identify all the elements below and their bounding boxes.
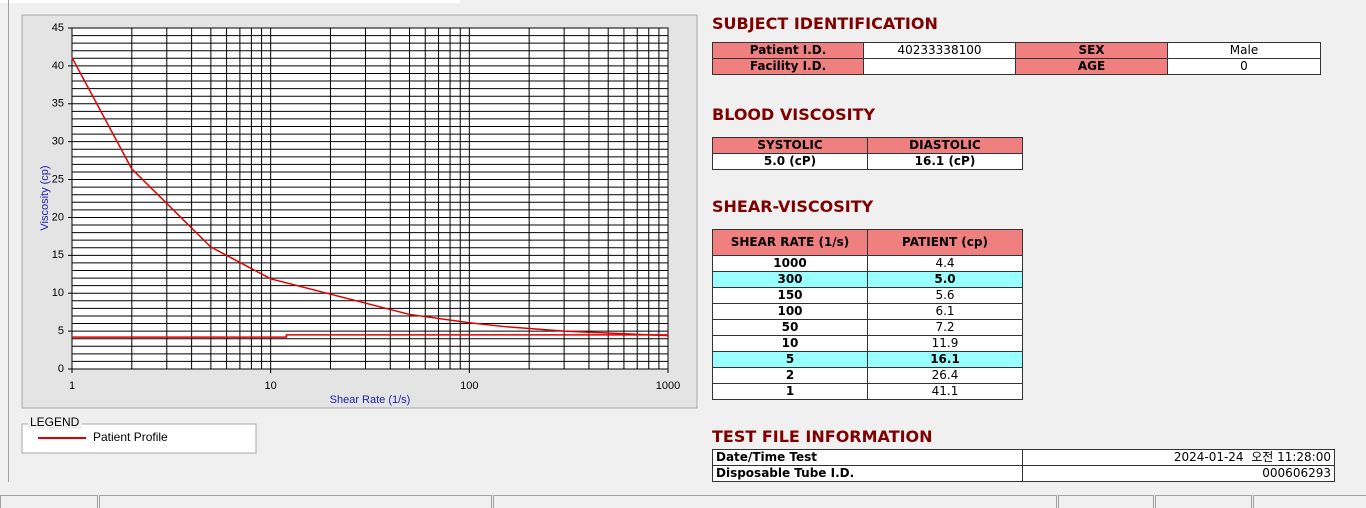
row: 150 5.6 <box>712 287 1023 304</box>
cell: 100 <box>712 303 868 320</box>
row: 5.0 (cP) 16.1 (cP) <box>712 153 1023 170</box>
x-axis-title: Shear Rate (1/s) <box>330 394 411 406</box>
y-tick-label: 45 <box>52 22 64 34</box>
cell: 16.1 (cP) <box>867 153 1023 170</box>
cell: 2024-01-24 오전 11:28:00 <box>1022 449 1335 466</box>
status-panel <box>1058 495 1154 508</box>
cell: 41.1 <box>867 383 1023 400</box>
chart: Shear Rate (1/s) Viscosity (cp) LEGEND 0… <box>21 14 698 454</box>
row: 50 7.2 <box>712 319 1023 336</box>
row: 100 6.1 <box>712 303 1023 320</box>
cell: 150 <box>712 287 868 304</box>
cell: Patient I.D. <box>712 42 864 59</box>
cell: Facility I.D. <box>712 58 864 75</box>
y-tick-label: 0 <box>58 363 64 375</box>
cell: SYSTOLIC <box>712 137 868 154</box>
cell: 26.4 <box>867 367 1023 384</box>
section-title: BLOOD VISCOSITY <box>712 105 876 124</box>
cell: 6.1 <box>867 303 1023 320</box>
series-line <box>72 334 668 338</box>
y-tick-label: 15 <box>52 249 64 261</box>
y-tick-label: 30 <box>52 136 64 148</box>
row: 1000 4.4 <box>712 255 1023 272</box>
plot-border <box>71 27 669 370</box>
row: Patient I.D. 40233338100 SEX Male <box>712 42 1321 59</box>
cell: DIASTOLIC <box>867 137 1023 154</box>
cell: AGE <box>1015 58 1168 75</box>
y-tick-label: 40 <box>52 60 64 72</box>
legend-title-bg <box>28 417 82 429</box>
cell: 1000 <box>712 255 868 272</box>
y-tick-label: 5 <box>58 325 64 337</box>
status-panel <box>1253 495 1366 508</box>
y-tick-label: 25 <box>52 173 64 185</box>
blood-viscosity-table: SYSTOLIC DIASTOLIC 5.0 (cP) 16.1 (cP) <box>712 137 1023 170</box>
y-tick-label: 35 <box>52 98 64 110</box>
x-tick-label: 1000 <box>656 380 680 392</box>
row: Disposable Tube I.D. 000606293 <box>712 465 1335 482</box>
cell: 10 <box>712 335 868 352</box>
cell: 2 <box>712 367 868 384</box>
cell: Male <box>1167 42 1321 59</box>
cell: Date/Time Test <box>712 449 1023 466</box>
header-row: SHEAR RATE (1/s) PATIENT (cp) <box>712 229 1023 256</box>
cell: 5.6 <box>867 287 1023 304</box>
y-axis-title: Viscosity (cp) <box>39 165 51 230</box>
status-panel <box>0 495 98 508</box>
status-panel <box>99 495 492 508</box>
row: 300 5.0 <box>712 271 1023 288</box>
frame-line <box>8 0 9 482</box>
plot-area <box>72 28 668 369</box>
cell: 000606293 <box>1022 465 1335 482</box>
test-file-table: Date/Time Test 2024-01-24 오전 11:28:00 Disp… <box>712 449 1335 482</box>
top-strip <box>0 0 460 3</box>
cell: 5.0 <box>867 271 1023 288</box>
cell: SEX <box>1015 42 1168 59</box>
cell: SHEAR RATE (1/s) <box>712 229 868 256</box>
y-tick-label: 10 <box>52 287 64 299</box>
row: 1 41.1 <box>712 383 1023 400</box>
status-panel <box>1155 495 1252 508</box>
header-row: SYSTOLIC DIASTOLIC <box>712 137 1023 154</box>
row: 10 11.9 <box>712 335 1023 352</box>
row: 2 26.4 <box>712 367 1023 384</box>
cell: Disposable Tube I.D. <box>712 465 1023 482</box>
cell: 4.4 <box>867 255 1023 272</box>
x-tick-label: 100 <box>460 380 478 392</box>
series-line <box>71 57 669 337</box>
cell: PATIENT (cp) <box>867 229 1023 256</box>
x-tick-label: 1 <box>69 380 75 392</box>
cell <box>863 58 1016 75</box>
y-tick-label: 20 <box>52 211 64 223</box>
section-title: SHEAR-VISCOSITY <box>712 197 874 216</box>
legend-title: LEGEND <box>30 415 80 429</box>
section-title: SUBJECT IDENTIFICATION <box>712 14 938 33</box>
section-title: TEST FILE INFORMATION <box>712 427 933 446</box>
x-tick-label: 10 <box>265 380 277 392</box>
row: Facility I.D. AGE 0 <box>712 58 1321 75</box>
cell: 16.1 <box>867 351 1023 368</box>
cell: 7.2 <box>867 319 1023 336</box>
subject-table: Patient I.D. 40233338100 SEX Male Facility I… <box>712 42 1321 75</box>
cell: 1 <box>712 383 868 400</box>
cell: 11.9 <box>867 335 1023 352</box>
cell: 50 <box>712 319 868 336</box>
row: Date/Time Test 2024-01-24 오전 11:28:00 <box>712 449 1335 466</box>
cell: 300 <box>712 271 868 288</box>
cell: 40233338100 <box>863 42 1016 59</box>
row: 5 16.1 <box>712 351 1023 368</box>
legend-label: Patient Profile <box>93 430 168 444</box>
shear-viscosity-table: SHEAR RATE (1/s) PATIENT (cp) 1000 4.4 300 5.… <box>712 229 1023 400</box>
cell: 0 <box>1167 58 1321 75</box>
cell: 5.0 (cP) <box>712 153 868 170</box>
status-panel <box>493 495 1057 508</box>
cell: 5 <box>712 351 868 368</box>
